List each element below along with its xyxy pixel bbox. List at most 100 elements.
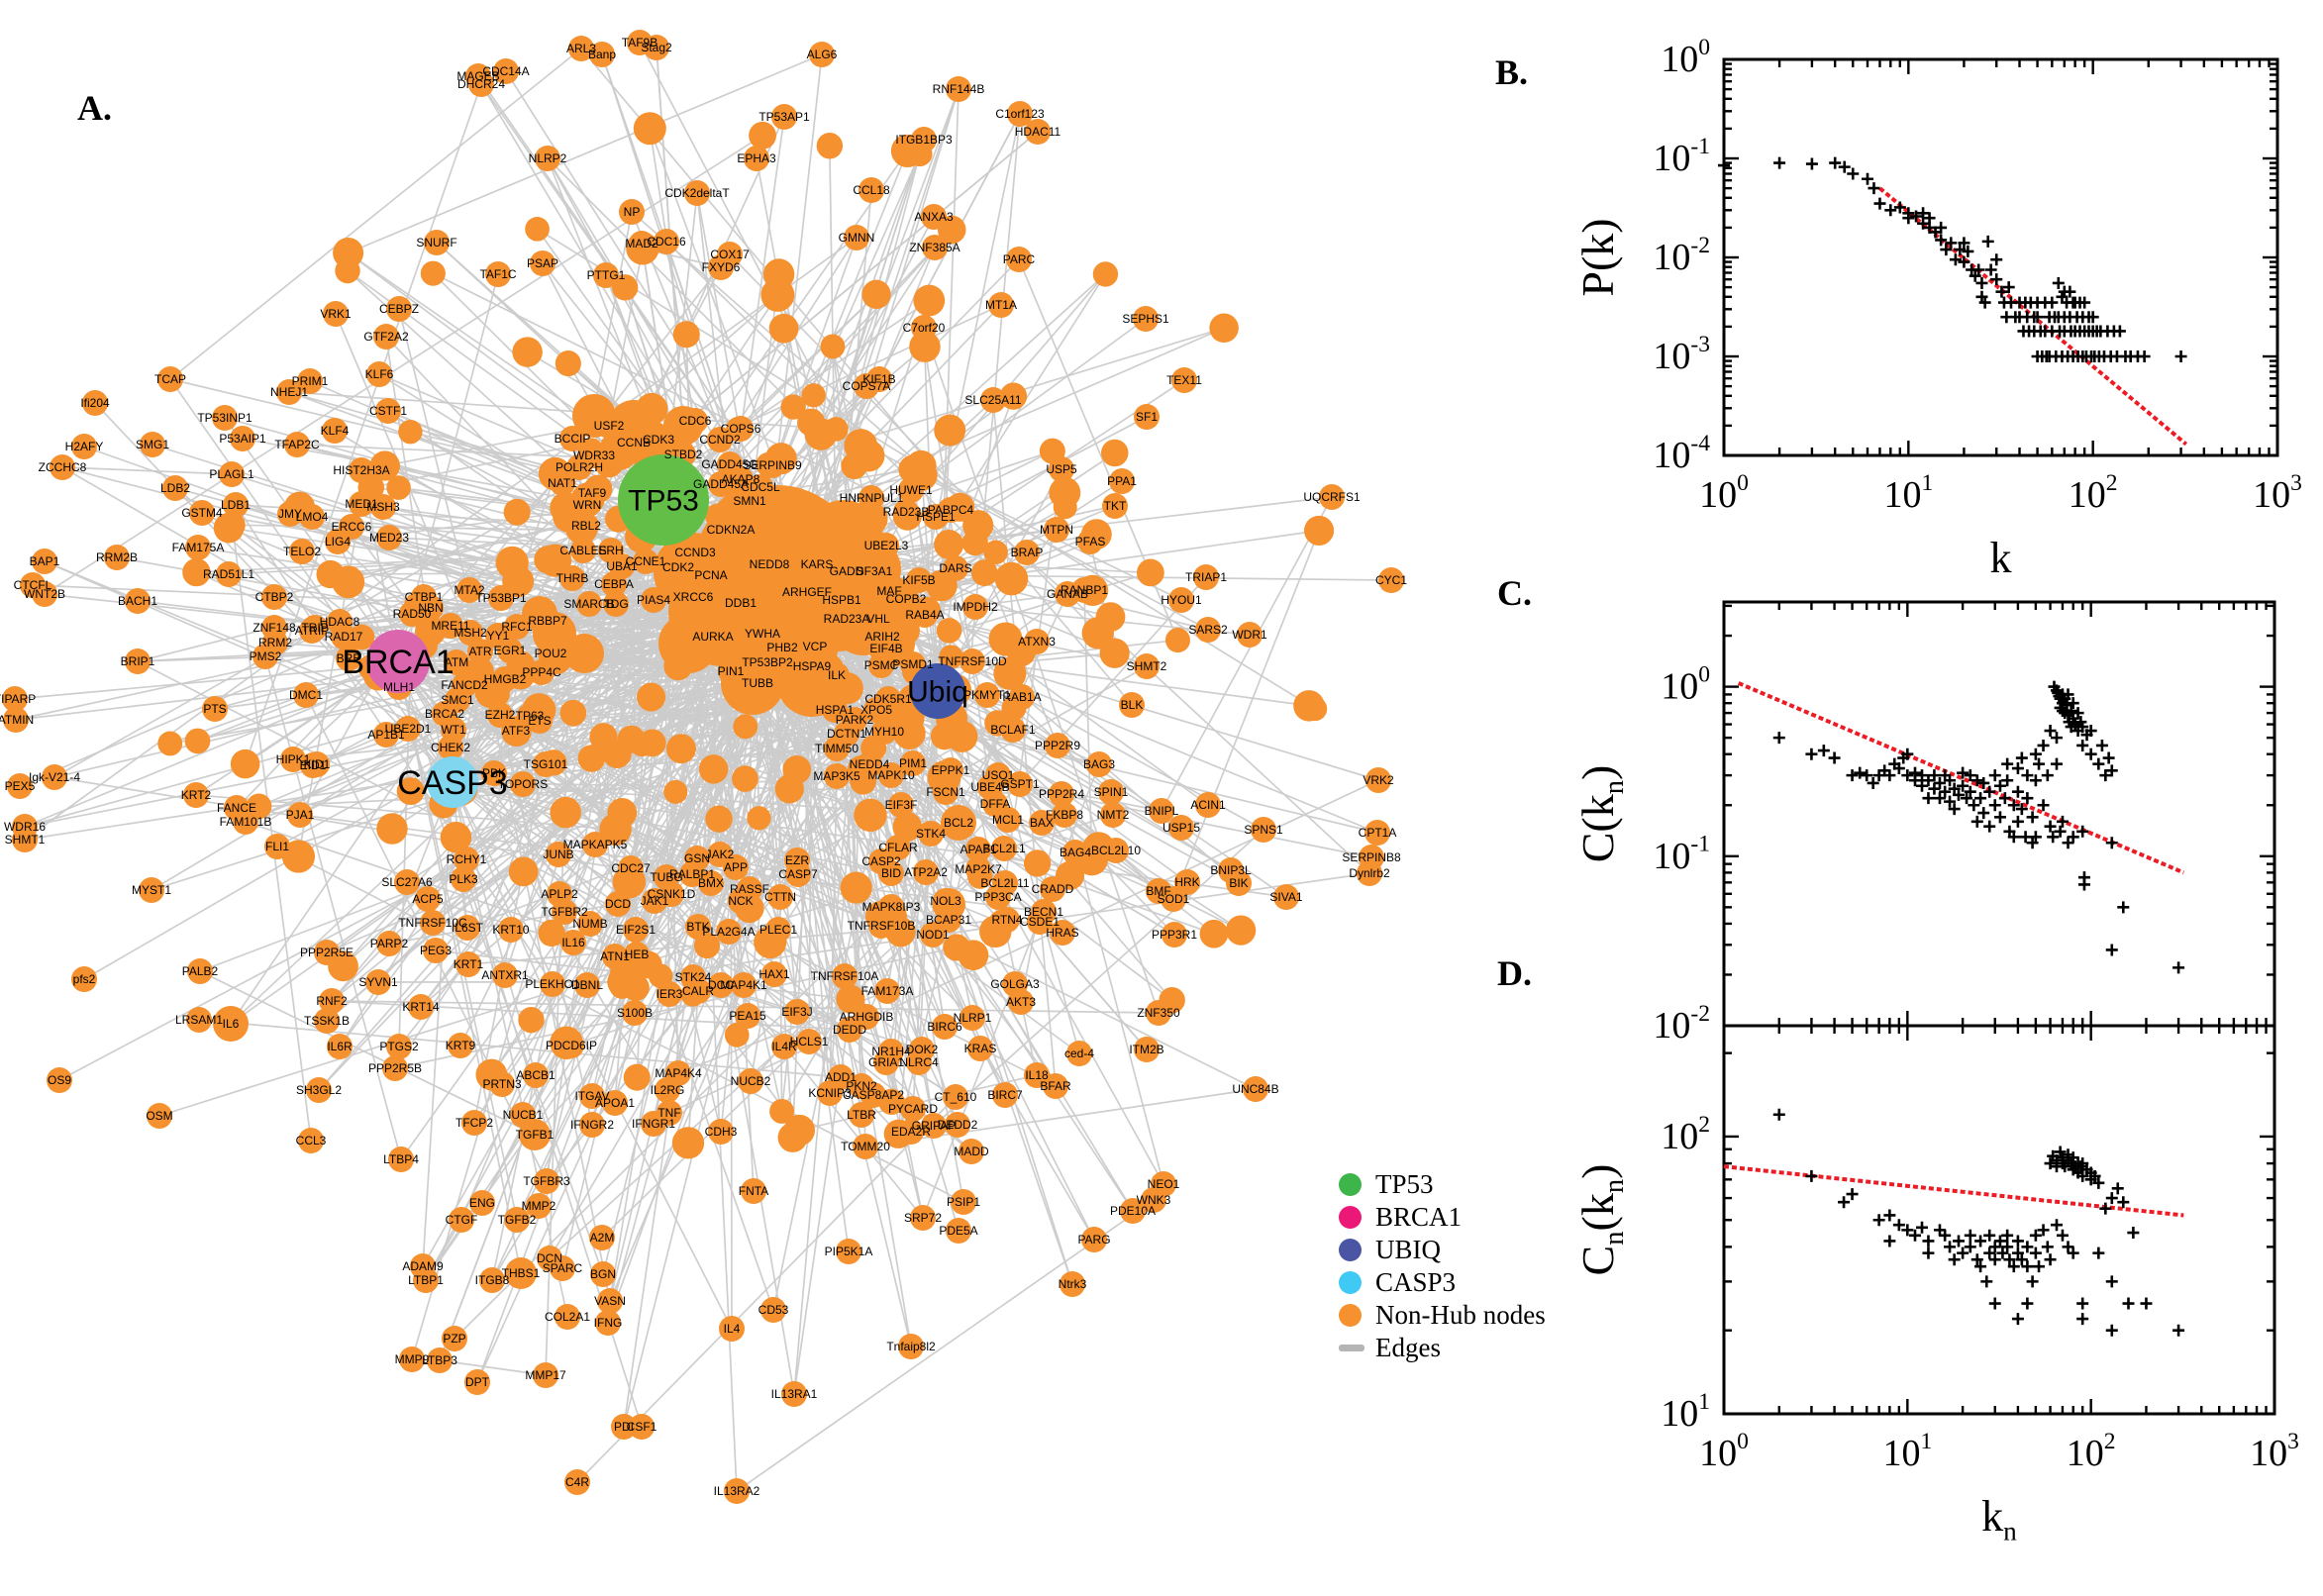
- network-node[interactable]: [1050, 920, 1075, 946]
- network-node[interactable]: [888, 792, 914, 818]
- network-node[interactable]: [555, 350, 581, 377]
- network-node[interactable]: [525, 217, 550, 242]
- network-node[interactable]: [794, 579, 820, 605]
- network-node[interactable]: [1099, 638, 1130, 668]
- network-node[interactable]: [369, 450, 400, 481]
- network-node[interactable]: [693, 933, 721, 959]
- network-node[interactable]: [382, 1055, 408, 1081]
- network-node[interactable]: [855, 502, 888, 536]
- network-node[interactable]: [892, 501, 923, 531]
- network-node[interactable]: [873, 1049, 899, 1075]
- network-node[interactable]: [767, 884, 793, 910]
- network-node[interactable]: [579, 1112, 605, 1138]
- network-node[interactable]: [1008, 989, 1034, 1015]
- network-node[interactable]: [893, 717, 926, 749]
- network-node[interactable]: [672, 321, 700, 349]
- network-node[interactable]: [139, 877, 164, 903]
- network-node[interactable]: [905, 458, 938, 492]
- network-node[interactable]: [926, 569, 958, 602]
- network-node[interactable]: [596, 413, 622, 439]
- network-node[interactable]: [1237, 622, 1262, 648]
- network-node[interactable]: [328, 950, 358, 982]
- network-node[interactable]: [644, 35, 669, 60]
- network-node[interactable]: [583, 474, 613, 504]
- network-node[interactable]: [858, 177, 884, 203]
- network-node[interactable]: [541, 749, 567, 776]
- network-node[interactable]: [493, 58, 519, 84]
- network-node[interactable]: [633, 112, 666, 146]
- network-node[interactable]: [718, 658, 744, 684]
- network-node[interactable]: [1055, 581, 1080, 607]
- network-node[interactable]: [1006, 247, 1032, 272]
- network-node[interactable]: [817, 1080, 843, 1106]
- network-node[interactable]: [576, 591, 602, 617]
- network-node[interactable]: [1168, 587, 1194, 613]
- network-node[interactable]: [663, 651, 693, 681]
- network-node[interactable]: [970, 559, 998, 587]
- network-node[interactable]: [284, 432, 310, 457]
- network-node[interactable]: [448, 1033, 473, 1058]
- network-node[interactable]: [1251, 817, 1276, 843]
- network-node[interactable]: [574, 972, 600, 998]
- network-node[interactable]: [147, 1103, 172, 1129]
- network-node[interactable]: [602, 1090, 628, 1116]
- network-node[interactable]: [1024, 1062, 1050, 1088]
- network-node[interactable]: [844, 225, 869, 250]
- network-node[interactable]: [633, 549, 658, 574]
- network-node[interactable]: [508, 856, 539, 887]
- network-node[interactable]: [630, 733, 655, 757]
- network-node[interactable]: [918, 821, 944, 847]
- network-node[interactable]: [1076, 574, 1109, 607]
- network-node[interactable]: [900, 750, 926, 776]
- network-node[interactable]: [546, 842, 571, 867]
- network-node[interactable]: [837, 1017, 862, 1043]
- network-node[interactable]: [868, 652, 894, 678]
- network-node[interactable]: [7, 773, 33, 799]
- network-node[interactable]: [761, 961, 787, 987]
- network-node[interactable]: [927, 760, 961, 795]
- network-node[interactable]: [261, 584, 287, 610]
- network-node[interactable]: [757, 551, 782, 577]
- network-node[interactable]: [781, 1381, 807, 1407]
- network-node[interactable]: [104, 545, 130, 570]
- network-node[interactable]: [319, 988, 345, 1014]
- network-node[interactable]: [568, 36, 594, 61]
- network-node[interactable]: [853, 1134, 878, 1159]
- network-node[interactable]: [988, 292, 1014, 318]
- network-node[interactable]: [1092, 261, 1119, 287]
- network-node[interactable]: [951, 1189, 976, 1215]
- network-node[interactable]: [988, 909, 1015, 937]
- network-node[interactable]: [1193, 564, 1219, 590]
- network-node[interactable]: [526, 1193, 552, 1219]
- network-node[interactable]: [744, 146, 769, 171]
- network-node[interactable]: [898, 1334, 924, 1359]
- network-node[interactable]: [223, 492, 249, 518]
- network-node[interactable]: [535, 146, 560, 171]
- network-node[interactable]: [182, 557, 211, 587]
- network-node[interactable]: [1168, 815, 1194, 841]
- network-node[interactable]: [995, 807, 1021, 833]
- network-node[interactable]: [708, 972, 734, 998]
- network-node[interactable]: [592, 731, 618, 755]
- network-node[interactable]: [785, 861, 811, 887]
- network-node[interactable]: [538, 919, 565, 948]
- network-node[interactable]: [1060, 1271, 1085, 1297]
- network-node[interactable]: [611, 274, 639, 301]
- network-node[interactable]: [654, 229, 679, 254]
- network-node[interactable]: [946, 1218, 971, 1244]
- network-node[interactable]: [1100, 802, 1126, 828]
- network-node[interactable]: [535, 608, 560, 634]
- network-node[interactable]: [780, 394, 806, 420]
- network-node[interactable]: [475, 1058, 508, 1091]
- network-node[interactable]: [974, 682, 1000, 708]
- network-node[interactable]: [82, 390, 108, 416]
- network-node[interactable]: [913, 284, 946, 317]
- network-node[interactable]: [2, 686, 28, 712]
- hub-node-ubiq[interactable]: [910, 663, 965, 719]
- network-node[interactable]: [140, 432, 165, 457]
- network-node[interactable]: [682, 540, 708, 565]
- network-node[interactable]: [559, 699, 587, 727]
- network-node[interactable]: [589, 42, 615, 67]
- network-node[interactable]: [804, 551, 830, 577]
- network-node[interactable]: [623, 917, 649, 943]
